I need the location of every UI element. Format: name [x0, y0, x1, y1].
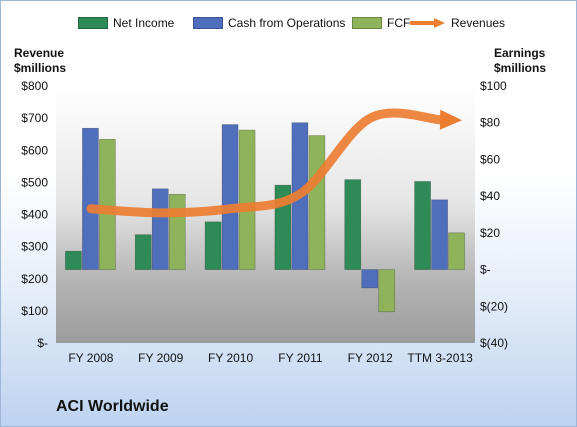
category-label-ttm-3-2013: TTM 3-2013: [407, 351, 473, 365]
legend-item-revenues: Revenues: [410, 16, 505, 30]
right-tick-label: $20: [480, 226, 500, 240]
legend: Net Income Cash from Operations FCF Reve…: [0, 12, 577, 34]
revenue-line: [86, 108, 445, 218]
left-tick-label: $400: [21, 208, 48, 222]
category-label-fy-2009: FY 2009: [138, 351, 183, 365]
bar-cash-from-operations-fy-2009: [151, 188, 169, 270]
bar-cash-from-operations-fy-2008: [82, 127, 99, 270]
legend-label-cash-from-operations: Cash from Operations: [228, 16, 346, 30]
right-tick-label: $80: [480, 116, 500, 130]
bar-net-income-fy-2008: [65, 250, 82, 270]
legend-item-cash-from-operations: Cash from Operations: [193, 16, 345, 30]
bar-fcf-fy-2012: [378, 269, 396, 313]
right-axis-title: Earnings $millions: [494, 46, 546, 76]
bar-cash-from-operations-fy-2010: [221, 124, 239, 270]
legend-label-revenues: Revenues: [451, 16, 506, 30]
legend-item-fcf: FCF: [352, 16, 410, 30]
bars-group: [65, 122, 465, 313]
right-tick-label: $(20): [480, 299, 508, 313]
right-tick-label: $(40): [480, 336, 508, 350]
bar-net-income-fy-2012: [344, 179, 362, 270]
legend-label-net-income: Net Income: [113, 16, 175, 30]
bar-net-income-ttm-3-2013: [414, 181, 431, 270]
legend-item-net-income: Net Income: [78, 16, 174, 30]
bar-fcf-fy-2008: [99, 138, 116, 270]
legend-swatch-fcf: [352, 17, 382, 29]
bar-fcf-fy-2009: [168, 194, 186, 270]
bar-net-income-fy-2009: [134, 234, 152, 270]
right-axis-title-line2: $millions: [494, 61, 547, 75]
left-tick-label: $300: [21, 240, 48, 254]
bar-net-income-fy-2010: [204, 221, 222, 270]
category-label-fy-2012: FY 2012: [348, 351, 393, 365]
legend-swatch-net-income: [78, 17, 108, 29]
category-label-fy-2010: FY 2010: [208, 351, 253, 365]
left-tick-label: $200: [21, 272, 48, 286]
bar-fcf-fy-2011: [308, 135, 326, 270]
arrow-icon: [410, 18, 445, 28]
right-axis-ticks: $(40) $(20) $- $20 $40 $60 $80 $100: [480, 79, 508, 350]
right-tick-label: $100: [480, 79, 507, 93]
legend-label-fcf: FCF: [387, 16, 411, 30]
right-tick-label: $40: [480, 189, 500, 203]
left-tick-label: $700: [21, 111, 48, 125]
bar-fcf-fy-2010: [238, 129, 256, 270]
bar-cash-from-operations-ttm-3-2013: [431, 199, 448, 270]
left-tick-label: $800: [21, 79, 48, 93]
revenue-line-group: [86, 108, 463, 218]
right-tick-label: $60: [480, 152, 500, 166]
left-axis-ticks: $- $100 $200 $300 $400 $500 $600 $700 $800: [21, 79, 48, 350]
category-label-fy-2008: FY 2008: [68, 351, 113, 365]
left-tick-label: $500: [21, 175, 48, 189]
category-labels: FY 2008 FY 2009 FY 2010 FY 2011 FY 2012 TTM 3…: [68, 351, 473, 365]
legend-swatch-cash-from-operations: [193, 17, 223, 29]
bar-cash-from-operations-fy-2012: [361, 269, 379, 289]
right-axis-title-line1: Earnings: [494, 46, 546, 60]
revenue-arrowhead: [439, 109, 463, 130]
company-name: ACI Worldwide: [56, 398, 169, 415]
right-tick-label: $-: [480, 263, 491, 277]
bar-fcf-ttm-3-2013: [448, 232, 465, 270]
left-tick-label: $600: [21, 143, 48, 157]
category-label-fy-2011: FY 2011: [278, 351, 323, 365]
left-axis-title-line2: $millions: [14, 61, 67, 75]
left-axis-title-line1: Revenue: [14, 46, 65, 60]
left-tick-label: $100: [21, 304, 48, 318]
left-axis-title: Revenue $millions: [14, 46, 66, 76]
left-tick-label: $-: [37, 336, 48, 350]
